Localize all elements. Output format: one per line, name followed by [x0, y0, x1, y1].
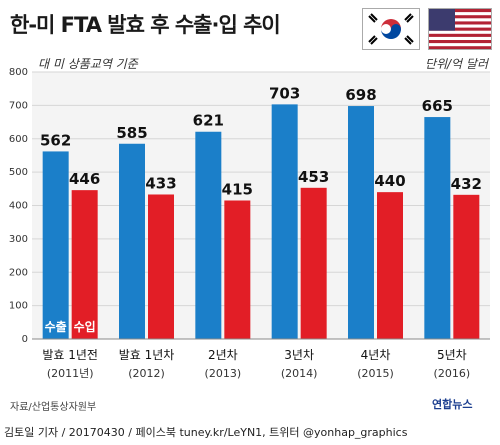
data-label: 585	[116, 124, 147, 142]
unit-label: 단위/억 달러	[424, 57, 488, 71]
yonhap-logo: 연합뉴스	[432, 398, 473, 411]
x-tick-year: (2016)	[434, 367, 471, 380]
y-tick-label: 400	[9, 201, 28, 212]
bar-import	[453, 194, 480, 339]
bar-export	[271, 104, 298, 339]
korea-flag-icon	[362, 8, 420, 50]
data-label: 415	[222, 180, 253, 198]
y-tick-label: 300	[9, 234, 28, 245]
bar-import	[300, 187, 327, 339]
y-tick-label: 800	[9, 67, 28, 78]
x-tick-year: (2012)	[128, 367, 165, 380]
data-label: 433	[145, 174, 176, 192]
y-tick-label: 500	[9, 167, 28, 178]
y-tick-label: 0	[22, 334, 28, 345]
y-tick-label: 600	[9, 134, 28, 145]
data-label: 446	[69, 170, 100, 188]
x-tick-year: (2011년)	[47, 367, 94, 380]
bar-export	[348, 106, 374, 339]
bar-export	[195, 131, 222, 339]
bar-export	[42, 151, 69, 339]
bar-export	[424, 117, 451, 340]
x-tick-label: 발효 1년차	[119, 348, 175, 362]
data-label: 440	[374, 172, 405, 190]
data-label: 665	[422, 97, 453, 115]
data-label: 621	[193, 112, 224, 130]
data-label: 562	[40, 131, 71, 149]
source-note: 자료/산업통상자원부	[10, 402, 97, 413]
data-label: 453	[298, 168, 329, 186]
chart-subtitle: 대 미 상품교역 기준	[38, 57, 138, 71]
x-tick-label: 3년차	[284, 348, 314, 362]
data-label: 698	[345, 86, 376, 104]
legend-export: 수출	[45, 319, 67, 334]
data-label: 703	[269, 84, 300, 102]
credit-line: 김토일 기자 / 20170430 / 페이스북 tuney.kr/LeYN1,…	[4, 426, 408, 439]
legend-import: 수입	[74, 320, 96, 334]
x-tick-label: 2년차	[208, 348, 238, 362]
us-flag-icon	[428, 8, 492, 50]
bar-export	[119, 143, 145, 339]
chart-title: 한-미 FTA 발효 후 수출·입 추이	[10, 13, 281, 37]
x-tick-year: (2014)	[281, 367, 318, 380]
x-tick-year: (2013)	[205, 367, 242, 380]
bar-import	[71, 190, 98, 339]
data-label: 432	[451, 175, 482, 193]
x-tick-year: (2015)	[357, 367, 394, 380]
x-tick-label: 5년차	[437, 348, 467, 362]
y-tick-label: 200	[9, 267, 28, 278]
bar-import	[148, 194, 174, 339]
bar-import	[377, 192, 403, 339]
bar-import	[224, 200, 251, 339]
x-tick-label: 4년차	[361, 348, 391, 362]
y-tick-label: 700	[9, 100, 28, 111]
x-tick-label: 발효 1년전	[42, 348, 98, 362]
y-tick-label: 100	[9, 301, 28, 312]
